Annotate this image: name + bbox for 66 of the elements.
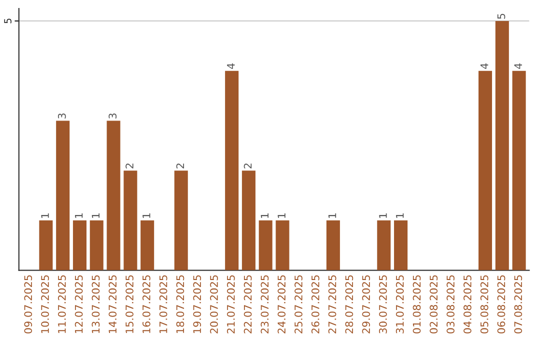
x-tick-label: 28.07.2025 <box>345 275 354 334</box>
bar <box>478 70 492 270</box>
bar <box>225 70 239 270</box>
x-tick-label: 25.07.2025 <box>294 275 302 334</box>
data-label: 2 <box>126 164 134 168</box>
bar <box>140 220 154 270</box>
x-tick-label: 27.07.2025 <box>328 275 336 334</box>
x-tick-label: 26.07.2025 <box>311 275 320 334</box>
bar <box>124 170 138 270</box>
data-label: 1 <box>75 213 83 218</box>
x-tick-label: 17.07.2025 <box>159 275 168 333</box>
x-tick-label: 23.07.2025 <box>260 275 269 334</box>
x-tick-label: 03.08.2025 <box>446 275 454 334</box>
x-tick-label: 05.08.2025 <box>480 275 488 334</box>
data-label: 1 <box>41 213 49 218</box>
data-label: 1 <box>396 213 404 218</box>
data-label: 1 <box>379 213 387 218</box>
x-tick-label: 02.08.2025 <box>430 275 438 334</box>
x-tick-label: 07.08.2025 <box>514 275 522 334</box>
x-tick-label: 24.07.2025 <box>278 275 286 334</box>
x-tick-label: 30.07.2025 <box>379 275 387 334</box>
bar <box>242 170 256 270</box>
x-tick-label: 11.07.2025 <box>58 275 66 333</box>
bar <box>276 220 290 270</box>
x-tick-label: 29.07.2025 <box>362 275 370 334</box>
data-label: 3 <box>58 114 66 119</box>
x-tick-label: 22.07.2025 <box>244 275 252 334</box>
x-tick-label: 09.07.2025 <box>24 275 32 334</box>
x-tick-label: 01.08.2025 <box>412 275 421 334</box>
x-tick-label: 31.07.2025 <box>396 275 404 334</box>
x-tick-label: 14.07.2025 <box>108 275 117 333</box>
data-label: 1 <box>92 213 100 218</box>
x-tick-label: 20.07.2025 <box>210 275 218 334</box>
bar <box>72 220 86 270</box>
x-tick-label: 04.08.2025 <box>464 275 472 334</box>
x-tick-label: 16.07.2025 <box>142 275 150 333</box>
bar <box>394 220 408 270</box>
x-tick-label: 10.07.2025 <box>41 275 49 333</box>
x-tick-label: 15.07.2025 <box>126 275 134 333</box>
data-label: 4 <box>227 63 235 69</box>
x-tick-label: 19.07.2025 <box>193 275 202 333</box>
data-label: 1 <box>328 213 336 218</box>
bar <box>326 220 340 270</box>
bar <box>106 120 120 270</box>
bar <box>90 220 104 270</box>
x-tick-label: 18.07.2025 <box>176 275 184 333</box>
x-tick-label: 13.07.2025 <box>92 275 100 333</box>
data-label: 1 <box>260 213 268 218</box>
x-tick-label: 06.08.2025 <box>497 275 506 334</box>
data-label: 4 <box>480 63 488 69</box>
bar <box>56 120 70 270</box>
data-label: 2 <box>176 164 184 168</box>
data-label: 4 <box>514 63 522 69</box>
bar <box>512 70 526 270</box>
bar <box>495 20 509 270</box>
data-label: 1 <box>142 213 150 218</box>
bar <box>377 220 391 270</box>
data-label: 1 <box>278 213 286 218</box>
data-label: 2 <box>244 164 252 168</box>
data-label: 5 <box>497 14 506 19</box>
data-label: 3 <box>108 114 117 119</box>
bar <box>174 170 188 270</box>
x-tick-label: 12.07.2025 <box>74 275 83 333</box>
bar <box>39 220 53 270</box>
x-tick-label: 21.07.2025 <box>226 275 235 334</box>
bar <box>258 220 272 270</box>
